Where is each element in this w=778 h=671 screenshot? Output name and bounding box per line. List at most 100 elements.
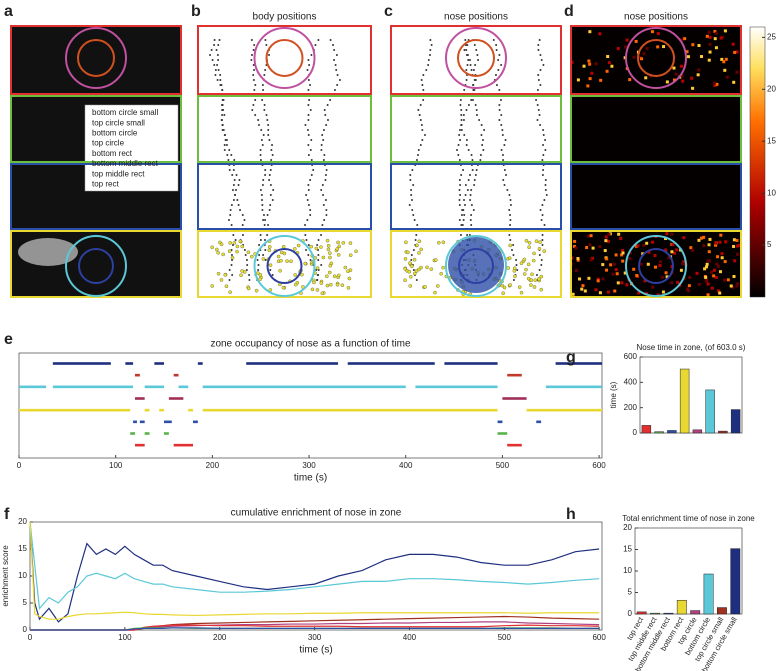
heat-pixel <box>644 76 648 80</box>
trajectory-dot <box>232 199 235 201</box>
heat-pixel <box>687 284 691 288</box>
trajectory-dot <box>412 269 415 271</box>
trajectory-dot <box>462 169 465 171</box>
trajectory-dot <box>407 270 412 274</box>
trajectory-dot <box>221 114 224 116</box>
trajectory-dot <box>534 239 539 243</box>
heat-pixel <box>714 243 718 247</box>
trajectory-dot <box>502 179 505 181</box>
trajectory-dot <box>317 39 320 41</box>
trajectory-dot <box>259 154 262 156</box>
trajectory-dot <box>409 179 412 181</box>
trajectory-dot <box>293 247 297 251</box>
trajectory-dot <box>461 209 464 211</box>
trajectory-dot <box>307 114 310 116</box>
trajectory-dot <box>336 84 339 86</box>
trajectory-dot <box>307 184 310 186</box>
heat-pixel <box>722 278 726 282</box>
trajectory-dot <box>463 134 466 136</box>
trajectory-dot <box>250 54 253 56</box>
trajectory-dot <box>420 124 423 126</box>
heat-pixel <box>714 46 718 50</box>
heat-pixel <box>713 37 717 41</box>
trajectory-dot <box>501 134 504 136</box>
trajectory-dot <box>304 234 307 236</box>
trajectory-dot <box>464 184 467 186</box>
bar <box>692 429 703 434</box>
heat-pixel <box>640 57 644 61</box>
heat-pixel <box>665 232 669 236</box>
trajectory-dot <box>325 238 330 243</box>
trajectory-dot <box>464 204 467 206</box>
trajectory-dot <box>509 224 512 226</box>
trajectory-dot <box>469 194 472 196</box>
trajectory-dot <box>459 139 462 141</box>
heat-pixel <box>704 265 708 269</box>
trajectory-dot <box>408 284 413 288</box>
trajectory-dot <box>326 119 329 121</box>
y-tick-label: 15 <box>623 545 632 554</box>
heat-pixel <box>624 45 628 49</box>
trajectory-dot <box>224 139 227 141</box>
trajectory-dot <box>417 267 421 272</box>
panel-letter: a <box>4 3 13 20</box>
trajectory-dot <box>259 159 262 161</box>
bar <box>717 607 727 615</box>
heat-pixel <box>713 29 717 33</box>
trajectory-dot <box>254 114 257 116</box>
bar <box>650 612 660 615</box>
trajectory-dot <box>417 239 422 244</box>
trajectory-dot <box>256 259 259 261</box>
heat-pixel <box>606 55 610 59</box>
trajectory-dot <box>541 204 544 206</box>
trajectory-dot <box>458 129 461 131</box>
trajectory-dot <box>221 104 224 106</box>
panel-title: nose positions <box>624 12 688 23</box>
trajectory-dot <box>267 129 270 131</box>
trajectory-dot <box>411 169 414 171</box>
trajectory-dot <box>239 273 243 277</box>
zone-rect <box>10 163 182 230</box>
trajectory-dot <box>263 239 266 241</box>
trajectory-dot <box>307 189 310 191</box>
heat-pixel <box>699 236 703 240</box>
trajectory-dot <box>504 139 507 141</box>
trajectory-dot <box>230 256 235 260</box>
trajectory-dot <box>271 274 274 276</box>
x-tick-label: 500 <box>496 461 510 470</box>
trajectory-dot <box>322 139 325 141</box>
trajectory-dot <box>537 74 540 76</box>
trajectory-dot <box>289 259 293 264</box>
trajectory-dot <box>261 199 264 201</box>
heat-pixel <box>604 235 608 239</box>
trajectory-dot <box>306 219 309 221</box>
trajectory-dot <box>526 276 531 281</box>
trajectory-dot <box>231 244 234 246</box>
trajectory-dot <box>483 129 486 131</box>
trajectory-dot <box>468 234 471 236</box>
trajectory-dot <box>509 219 512 221</box>
legend-entry: top rect <box>92 180 119 189</box>
trajectory-dot <box>494 74 497 76</box>
trajectory-dot <box>413 271 417 276</box>
trajectory-dot <box>458 199 461 201</box>
colorbar <box>749 26 766 298</box>
legend-entry: top circle <box>92 139 125 148</box>
trajectory-dot <box>463 49 466 51</box>
trajectory-dot <box>459 194 462 196</box>
trajectory-dot <box>272 189 275 191</box>
trajectory-dot <box>266 119 269 121</box>
trajectory-dot <box>462 114 465 116</box>
trajectory-dot <box>343 265 348 270</box>
trajectory-dot <box>412 184 415 186</box>
trajectory-dot <box>221 252 225 257</box>
trajectory-dot <box>346 269 350 274</box>
occupancy-interval <box>526 408 602 412</box>
trajectory-dot <box>475 49 478 51</box>
occupancy-interval <box>545 385 602 389</box>
trajectory-dot <box>475 169 478 171</box>
trajectory-dot <box>230 204 233 206</box>
trajectory-dot <box>430 44 433 46</box>
trajectory-dot <box>470 99 473 101</box>
trajectory-dot <box>542 134 545 136</box>
